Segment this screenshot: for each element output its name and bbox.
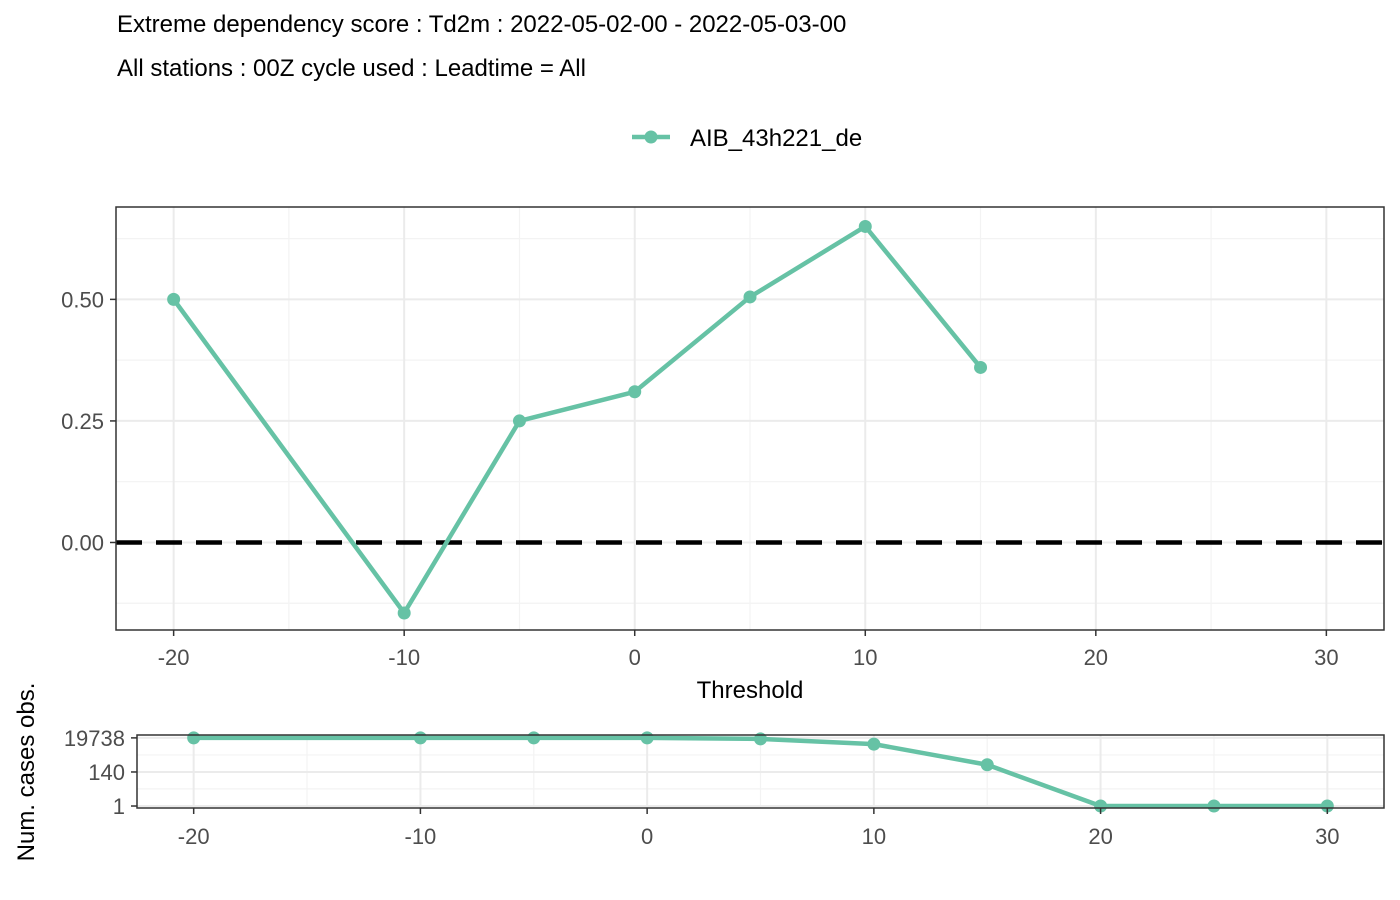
legend-label: AIB_43h221_de xyxy=(690,125,862,152)
cases-point xyxy=(640,731,654,745)
x-axis-title: Threshold xyxy=(697,677,804,704)
cases-panel: 1 140 19738 -20 -10 0 10 20 30 Num. cases obs. xyxy=(13,683,1385,862)
cases-point xyxy=(867,737,881,751)
x-tick-label: 10 xyxy=(862,824,886,849)
x-tick-label: 20 xyxy=(1088,824,1112,849)
cases-point xyxy=(413,731,427,745)
y-tick-label: 19738 xyxy=(64,726,125,751)
series-line xyxy=(171,224,983,616)
y-tick-label: 1 xyxy=(113,794,125,819)
x-tick-label: 20 xyxy=(1084,645,1108,670)
y-tick-label: 0.00 xyxy=(61,530,104,555)
x-tick-label: 30 xyxy=(1314,645,1338,670)
data-point xyxy=(397,606,411,620)
data-point xyxy=(974,360,988,374)
cases-line xyxy=(193,735,1328,809)
legend: AIB_43h221_de xyxy=(632,125,862,152)
data-point xyxy=(512,414,526,428)
x-tick-label: -20 xyxy=(158,645,190,670)
x-tick-label: 30 xyxy=(1315,824,1339,849)
y-tick-label: 0.50 xyxy=(61,287,104,312)
data-point xyxy=(858,219,872,233)
main-panel: 0.00 0.25 0.50 -20 -10 0 10 20 30 Threshold xyxy=(61,206,1385,704)
cases-point xyxy=(187,731,201,745)
x-tick-label: 0 xyxy=(629,645,641,670)
cases-point xyxy=(1094,799,1108,813)
y-tick-label: 140 xyxy=(88,760,125,785)
cases-point xyxy=(1320,799,1334,813)
chart-subtitle: All stations : 00Z cycle used : Leadtime… xyxy=(117,55,586,82)
x-tick-label: 10 xyxy=(853,645,877,670)
cases-point xyxy=(980,758,994,772)
main-panel-border xyxy=(115,206,1385,631)
cases-point xyxy=(1207,799,1221,813)
cases-point xyxy=(527,731,541,745)
y-tick-label: 0.25 xyxy=(61,409,104,434)
chart-title: Extreme dependency score : Td2m : 2022-0… xyxy=(117,11,847,38)
x-tick-label: -10 xyxy=(405,824,437,849)
data-point xyxy=(743,290,757,304)
data-point xyxy=(628,385,642,399)
data-point xyxy=(167,292,181,306)
legend-key-point xyxy=(644,130,658,144)
y-axis-title-cases: Num. cases obs. xyxy=(13,683,40,862)
x-tick-label: -20 xyxy=(178,824,210,849)
x-tick-label: -10 xyxy=(388,645,420,670)
x-tick-label: 0 xyxy=(641,824,653,849)
